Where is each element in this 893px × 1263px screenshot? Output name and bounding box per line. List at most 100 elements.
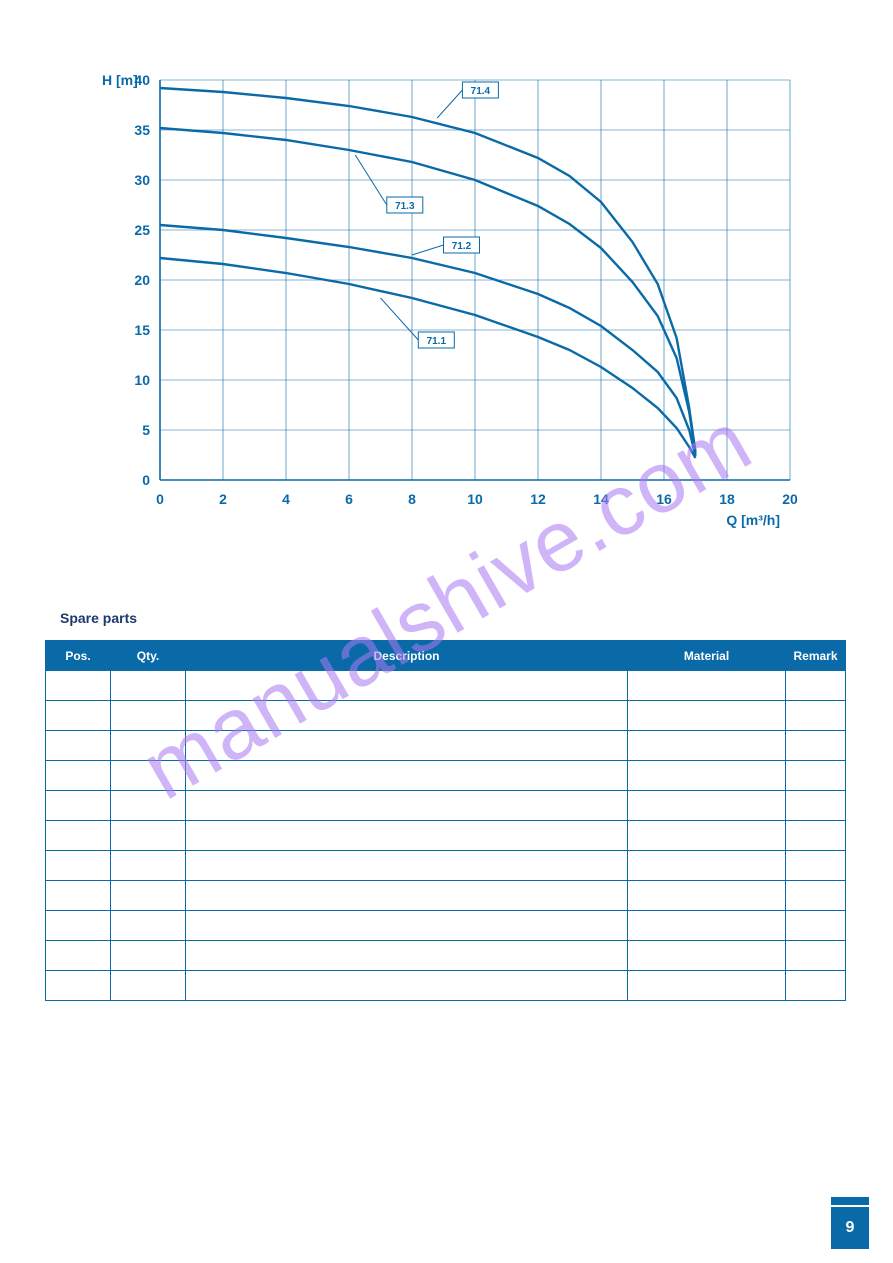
- spare-parts-heading: Spare parts: [60, 610, 137, 626]
- table-cell: [186, 941, 628, 971]
- th-qty: Qty.: [111, 641, 186, 671]
- table-cell: [786, 671, 846, 701]
- svg-text:10: 10: [134, 372, 150, 388]
- svg-text:6: 6: [345, 491, 353, 507]
- table-cell: [111, 791, 186, 821]
- table-header-row: Pos. Qty. Description Material Remark: [46, 641, 846, 671]
- svg-text:12: 12: [530, 491, 546, 507]
- table-cell: [46, 791, 111, 821]
- table-cell: [111, 911, 186, 941]
- page-number: 9: [831, 1207, 869, 1249]
- table-cell: [628, 971, 786, 1001]
- svg-text:18: 18: [719, 491, 735, 507]
- table-cell: [628, 731, 786, 761]
- table-cell: [46, 821, 111, 851]
- table-row: [46, 971, 846, 1001]
- table-cell: [786, 881, 846, 911]
- table-cell: [628, 821, 786, 851]
- table-cell: [46, 701, 111, 731]
- table-cell: [786, 821, 846, 851]
- table-row: [46, 851, 846, 881]
- table-cell: [111, 941, 186, 971]
- th-pos: Pos.: [46, 641, 111, 671]
- svg-text:25: 25: [134, 222, 150, 238]
- table-row: [46, 731, 846, 761]
- svg-text:0: 0: [156, 491, 164, 507]
- svg-text:20: 20: [134, 272, 150, 288]
- svg-text:2: 2: [219, 491, 227, 507]
- table-cell: [186, 731, 628, 761]
- table-cell: [186, 701, 628, 731]
- table-cell: [628, 941, 786, 971]
- table-row: [46, 701, 846, 731]
- svg-text:8: 8: [408, 491, 416, 507]
- spare-parts-table: Pos. Qty. Description Material Remark: [45, 640, 846, 1001]
- table-cell: [111, 761, 186, 791]
- svg-text:0: 0: [142, 472, 150, 488]
- table-cell: [46, 881, 111, 911]
- table-cell: [111, 971, 186, 1001]
- table-cell: [111, 881, 186, 911]
- svg-text:30: 30: [134, 172, 150, 188]
- svg-text:Q [m³/h]: Q [m³/h]: [726, 512, 780, 528]
- th-desc: Description: [186, 641, 628, 671]
- table-row: [46, 671, 846, 701]
- svg-text:71.3: 71.3: [395, 201, 415, 212]
- svg-text:71.2: 71.2: [452, 241, 472, 252]
- table-cell: [786, 761, 846, 791]
- page-number-block: 9: [831, 1197, 869, 1249]
- table-cell: [46, 671, 111, 701]
- table-cell: [46, 731, 111, 761]
- table-cell: [186, 881, 628, 911]
- svg-text:10: 10: [467, 491, 483, 507]
- table-cell: [46, 851, 111, 881]
- table-row: [46, 881, 846, 911]
- table-cell: [186, 761, 628, 791]
- svg-text:71.4: 71.4: [471, 86, 491, 97]
- table-cell: [628, 881, 786, 911]
- table-cell: [46, 911, 111, 941]
- table-cell: [786, 851, 846, 881]
- table-cell: [186, 911, 628, 941]
- table-cell: [628, 791, 786, 821]
- table-cell: [186, 791, 628, 821]
- table-row: [46, 911, 846, 941]
- table-cell: [186, 821, 628, 851]
- svg-text:35: 35: [134, 122, 150, 138]
- table-row: [46, 761, 846, 791]
- table-cell: [628, 761, 786, 791]
- table-cell: [111, 851, 186, 881]
- table-cell: [786, 791, 846, 821]
- page-accent-bar: [831, 1197, 869, 1205]
- table-cell: [111, 701, 186, 731]
- table-cell: [186, 851, 628, 881]
- table-cell: [111, 731, 186, 761]
- svg-text:H [m]: H [m]: [102, 72, 138, 88]
- table-cell: [786, 911, 846, 941]
- svg-text:14: 14: [593, 491, 609, 507]
- th-material: Material: [628, 641, 786, 671]
- table-cell: [628, 701, 786, 731]
- table-cell: [786, 701, 846, 731]
- table-cell: [628, 911, 786, 941]
- table-cell: [111, 821, 186, 851]
- table-cell: [786, 941, 846, 971]
- table-row: [46, 941, 846, 971]
- table-cell: [628, 851, 786, 881]
- table-cell: [46, 971, 111, 1001]
- performance-chart: 051015202530354002468101214161820H [m]Q …: [60, 70, 820, 540]
- table-cell: [186, 971, 628, 1001]
- table-cell: [46, 941, 111, 971]
- table-cell: [628, 671, 786, 701]
- table-cell: [786, 971, 846, 1001]
- table-cell: [46, 761, 111, 791]
- table-cell: [786, 731, 846, 761]
- chart-svg: 051015202530354002468101214161820H [m]Q …: [60, 70, 820, 540]
- table-cell: [111, 671, 186, 701]
- table-row: [46, 791, 846, 821]
- svg-text:15: 15: [134, 322, 150, 338]
- svg-text:20: 20: [782, 491, 798, 507]
- svg-text:71.1: 71.1: [427, 336, 447, 347]
- svg-text:5: 5: [142, 422, 150, 438]
- table-row: [46, 821, 846, 851]
